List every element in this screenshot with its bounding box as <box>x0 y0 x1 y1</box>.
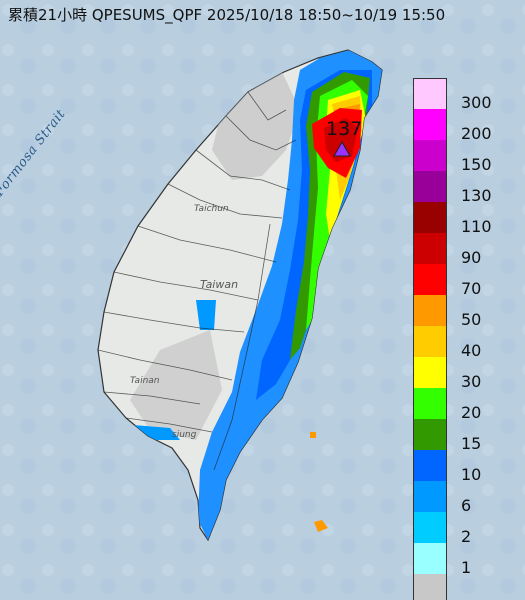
legend-row: 40 <box>413 326 523 360</box>
legend-label: 300 <box>461 93 492 112</box>
place-label-taichung: Taichun <box>194 204 229 214</box>
county-boundaries <box>97 91 297 471</box>
triangle-marker-icon <box>333 141 351 157</box>
legend-label: 30 <box>461 372 482 391</box>
legend-swatch <box>413 326 447 357</box>
legend-row: 1 <box>413 543 523 577</box>
legend-label: 110 <box>461 217 492 236</box>
legend-row: 20 <box>413 388 523 422</box>
legend-label: 15 <box>461 434 482 453</box>
max-value-label: 137 <box>326 118 363 140</box>
legend-row: 2 <box>413 512 523 546</box>
legend-swatch <box>413 140 447 171</box>
legend-swatch <box>413 357 447 388</box>
legend-row: 10 <box>413 450 523 484</box>
legend-swatch <box>413 264 447 295</box>
place-label-kaohsiung: siung <box>172 430 197 440</box>
legend-row: 200 <box>413 109 523 143</box>
legend-label: 20 <box>461 403 482 422</box>
legend-label: 70 <box>461 279 482 298</box>
legend-row: 70 <box>413 264 523 298</box>
legend-row: 30 <box>413 357 523 391</box>
legend-swatch <box>413 202 447 233</box>
legend-label: 10 <box>461 465 482 484</box>
legend-row: 15 <box>413 419 523 453</box>
legend-label: 2 <box>461 527 472 546</box>
legend-label: 130 <box>461 186 492 205</box>
legend-swatch <box>413 233 447 264</box>
legend-label: 40 <box>461 341 482 360</box>
legend-row: 150 <box>413 140 523 174</box>
legend-row: 110 <box>413 202 523 236</box>
rainfall-legend: 300 200 150 130 110 90 70 50 40 30 20 15 10 6 2 1 <box>413 78 523 600</box>
legend-swatch <box>413 419 447 450</box>
legend-label: 6 <box>461 496 472 515</box>
island-label: Taiwan <box>200 278 239 291</box>
legend-row: 300 <box>413 78 523 112</box>
legend-swatch <box>413 574 447 600</box>
legend-swatch <box>413 450 447 481</box>
legend-row: 90 <box>413 233 523 267</box>
legend-label: 90 <box>461 248 482 267</box>
legend-label: 150 <box>461 155 492 174</box>
legend-swatch <box>413 78 447 109</box>
legend-swatch <box>413 109 447 140</box>
legend-label: 200 <box>461 124 492 143</box>
legend-row: 130 <box>413 171 523 205</box>
legend-swatch <box>413 171 447 202</box>
place-label-tainan: Tainan <box>130 376 160 386</box>
legend-label: 50 <box>461 310 482 329</box>
legend-row: 50 <box>413 295 523 329</box>
page-title: 累積21小時 QPESUMS_QPF 2025/10/18 18:50~10/1… <box>8 6 446 24</box>
legend-swatch <box>413 481 447 512</box>
legend-swatch <box>413 295 447 326</box>
legend-swatch <box>413 388 447 419</box>
legend-swatch <box>413 543 447 574</box>
legend-row: 6 <box>413 481 523 515</box>
legend-row <box>413 574 523 600</box>
green-island <box>310 432 316 438</box>
legend-label: 1 <box>461 558 472 577</box>
orchid-island <box>314 520 328 532</box>
legend-swatch <box>413 512 447 543</box>
